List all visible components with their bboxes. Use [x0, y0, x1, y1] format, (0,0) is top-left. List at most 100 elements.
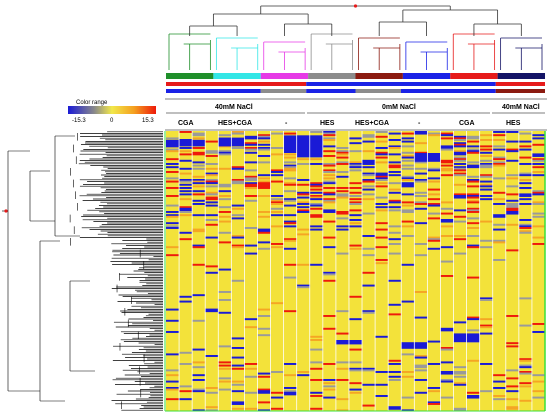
heatmap-cell: [362, 271, 376, 274]
heatmap-cell: [466, 276, 480, 279]
heatmap-cell: [322, 169, 337, 172]
column-dendrogram-root-marker: [353, 4, 358, 8]
heatmap-cell: [257, 391, 271, 394]
cluster-color-bar: [495, 89, 545, 93]
heatmap-cell: [322, 382, 337, 385]
legend-mid-label: 0: [110, 118, 114, 124]
heatmap-cell: [492, 374, 507, 377]
heatmap-cell: [205, 204, 219, 207]
heatmap-cell: [518, 193, 533, 196]
heatmap-cell: [296, 179, 311, 181]
heatmap-cell: [440, 260, 454, 263]
heatmap-cell: [257, 180, 271, 183]
salt-color-bar: [495, 82, 545, 86]
heatmap-cell: [192, 179, 206, 181]
heatmap-cell: [375, 161, 389, 164]
heatmap-cell: [505, 390, 520, 393]
heatmap-cell: [427, 236, 441, 239]
heatmap-cell: [453, 183, 467, 186]
heatmap-cell: [166, 380, 180, 383]
heatmap-cell: [296, 183, 311, 186]
heatmap-cell: [427, 188, 441, 191]
heatmap-cell: [479, 164, 494, 167]
heatmap-cell: [192, 409, 206, 412]
heatmap-cell: [283, 374, 297, 377]
heatmap-cell: [322, 134, 337, 137]
heatmap-cell: [492, 228, 507, 231]
heatmap-cell: [231, 182, 245, 185]
heatmap-cell: [440, 174, 454, 177]
heatmap-cell: [427, 401, 441, 404]
heatmap-cell: [309, 228, 324, 231]
heatmap-cell: [192, 294, 206, 297]
heatmap-cell: [453, 145, 467, 148]
heatmap-cell: [257, 147, 271, 149]
heatmap-cell: [531, 243, 546, 245]
heatmap-cell: [205, 179, 219, 181]
heatmap-cell: [322, 171, 337, 173]
heatmap-cell: [205, 191, 219, 194]
heatmap-cell: [466, 199, 480, 202]
heatmap-cell: [218, 364, 232, 367]
heatmap-cell: [427, 403, 441, 405]
heatmap-cell: [309, 163, 324, 165]
heatmap-cell: [348, 391, 363, 394]
heatmap-cell: [218, 195, 232, 197]
heatmap-cell: [192, 161, 206, 164]
heatmap-cell: [362, 193, 376, 196]
cluster-color-bar: [306, 89, 356, 93]
heatmap-cell: [362, 174, 376, 177]
heatmap-cell: [453, 321, 467, 324]
heatmap-cell: [440, 137, 454, 140]
heatmap-cell: [270, 132, 284, 135]
heatmap-cell: [466, 185, 480, 188]
heatmap-cell: [479, 139, 494, 141]
heatmap-cell: [322, 199, 337, 202]
heatmap-cell: [401, 211, 415, 213]
heatmap-cell: [401, 300, 415, 303]
heatmap-cell: [479, 151, 494, 154]
heatmap-cell: [179, 385, 193, 388]
heatmap-cell: [531, 212, 546, 215]
treatment-color-bar: [213, 73, 261, 79]
heatmap-cell: [335, 398, 350, 401]
heatmap-cell: [192, 180, 206, 183]
heatmap-cell: [335, 225, 350, 228]
heatmap-cell: [322, 379, 337, 381]
heatmap-cell: [192, 199, 206, 202]
heatmap-cell: [192, 164, 206, 167]
heatmap-cell: [466, 209, 480, 212]
heatmap-cell: [166, 158, 180, 161]
heatmap-cell: [322, 279, 337, 282]
heatmap-cell: [348, 214, 363, 217]
heatmap-cell: [388, 371, 402, 373]
heatmap-cell: [362, 198, 376, 201]
heatmap-cell: [466, 391, 480, 394]
heatmap-cell: [414, 355, 428, 357]
heatmap-cell: [218, 211, 232, 213]
heatmap-cell: [440, 134, 454, 137]
heatmap-cell: [531, 331, 546, 333]
heatmap-cell: [335, 150, 350, 153]
heatmap-cell: [270, 201, 284, 204]
heatmap-cell: [531, 166, 546, 169]
heatmap-cell: [531, 193, 546, 196]
heatmap-cell: [283, 167, 297, 170]
heatmap-cell: [348, 219, 363, 221]
heatmap-cell: [375, 246, 389, 249]
heatmap-cell: [453, 142, 467, 145]
heatmap-cell: [192, 263, 206, 266]
heatmap-cell: [427, 212, 441, 215]
heatmap-cell: [362, 311, 376, 314]
heatmap-cell: [270, 396, 284, 399]
heatmap-cell: [453, 366, 467, 369]
heatmap-cell: [257, 161, 271, 164]
heatmap-cell: [244, 199, 258, 202]
heatmap-cell: [322, 177, 337, 180]
heatmap-cell: [414, 167, 428, 170]
heatmap-cell: [218, 220, 232, 223]
heatmap-cell: [270, 243, 284, 245]
heatmap-cell: [179, 390, 193, 393]
heatmap-cell: [309, 361, 324, 364]
heatmap-cell: [179, 153, 193, 156]
